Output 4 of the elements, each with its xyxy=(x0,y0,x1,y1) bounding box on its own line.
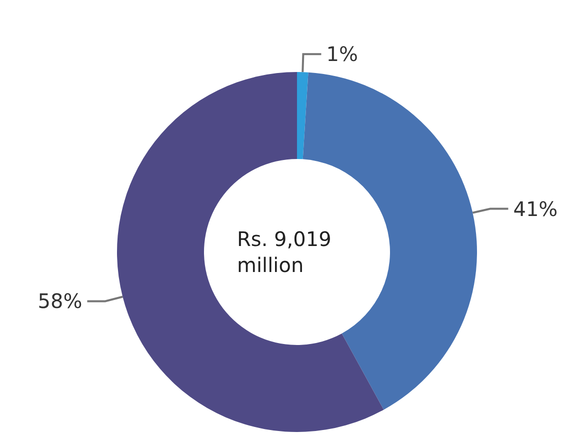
data-label: 58% xyxy=(38,289,82,314)
data-label: 1% xyxy=(326,42,358,66)
data-label: 41% xyxy=(513,196,558,221)
text: Rs. 9,019 million xyxy=(237,227,338,277)
